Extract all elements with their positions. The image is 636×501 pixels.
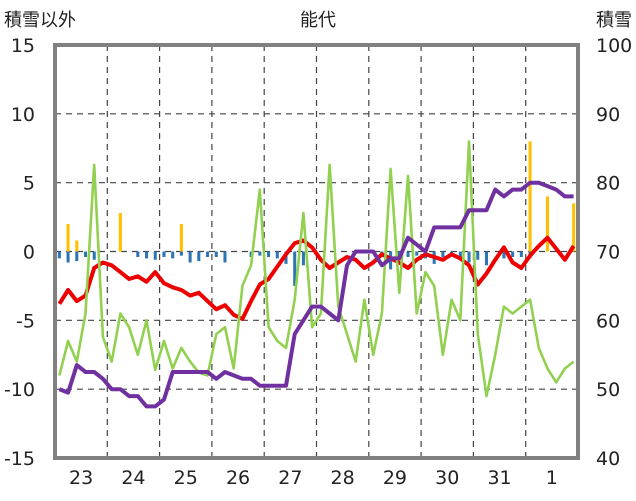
- x-tick-label: 27: [278, 467, 302, 489]
- x-tick-label: 31: [487, 467, 511, 489]
- orange-bar: [66, 223, 70, 252]
- orange-bar: [572, 203, 576, 252]
- x-tick-label: 23: [69, 467, 93, 489]
- blue-bar: [502, 251, 506, 259]
- right-tick-label: 40: [596, 448, 620, 470]
- x-tick-label: 30: [435, 467, 459, 489]
- plot-frame: [53, 43, 580, 460]
- blue-bar: [484, 251, 489, 266]
- left-tick-label: 10: [11, 104, 35, 126]
- series-lines: [57, 140, 576, 409]
- blue-bar: [476, 251, 480, 260]
- left-tick-label: 0: [23, 242, 35, 264]
- blue-bar: [214, 251, 218, 258]
- left-tick-label: -5: [16, 310, 35, 332]
- chart-title: 能代: [300, 10, 336, 31]
- blue-bar: [467, 251, 471, 263]
- right-tick-label: 90: [596, 104, 620, 126]
- blue-bar: [171, 251, 175, 259]
- blue-bar: [406, 251, 410, 258]
- blue-bar: [162, 251, 166, 258]
- blue-bar: [92, 251, 96, 260]
- blue-bar: [66, 251, 70, 263]
- blue-bar: [223, 251, 227, 263]
- blue-bar: [519, 251, 523, 258]
- red-series-line: [57, 235, 576, 321]
- left-tick-label: 5: [23, 173, 35, 195]
- blue-bar: [75, 251, 79, 262]
- blue-bar: [179, 251, 183, 256]
- x-tick-label: 25: [174, 467, 198, 489]
- orange-bar: [179, 223, 183, 252]
- orange-bar: [528, 141, 532, 252]
- blue-bar: [136, 251, 140, 258]
- blue-bar: [301, 251, 305, 266]
- left-tick-label: 15: [11, 35, 35, 57]
- blue-bar: [267, 251, 271, 258]
- blue-bar: [458, 251, 462, 259]
- x-tick-label: 1: [546, 467, 558, 489]
- x-tick-label: 26: [226, 467, 250, 489]
- blue-bar: [197, 251, 201, 262]
- left-tick-label: -10: [4, 379, 35, 401]
- left-axis-title: 積雪以外: [4, 10, 76, 31]
- blue-bar: [441, 251, 445, 258]
- x-tick-label: 24: [121, 467, 145, 489]
- grid: [55, 45, 578, 458]
- blue-bar: [275, 251, 279, 259]
- right-tick-label: 80: [596, 173, 620, 195]
- right-tick-label: 50: [596, 379, 620, 401]
- blue-bar: [258, 251, 262, 256]
- blue-bar: [415, 251, 419, 256]
- blue-bar: [83, 251, 88, 258]
- purple-series-line: [58, 180, 574, 409]
- blue-bar: [57, 251, 61, 259]
- blue-bar: [153, 251, 157, 260]
- blue-bar: [206, 251, 210, 258]
- green-series-line: [58, 140, 575, 398]
- left-tick-label: -15: [4, 448, 35, 470]
- orange-bar: [75, 240, 79, 252]
- x-tick-label: 28: [331, 467, 355, 489]
- right-tick-label: 70: [596, 242, 620, 264]
- blue-bar: [511, 251, 515, 258]
- right-axis-title: 積雪: [596, 10, 632, 31]
- blue-bar: [188, 251, 192, 263]
- right-tick-label: 100: [596, 35, 632, 57]
- orange-bar: [545, 196, 550, 252]
- blue-bar: [144, 251, 149, 259]
- orange-bar: [118, 212, 122, 252]
- blue-bar: [293, 251, 297, 286]
- right-tick-label: 60: [596, 310, 620, 332]
- x-tick-label: 29: [383, 467, 407, 489]
